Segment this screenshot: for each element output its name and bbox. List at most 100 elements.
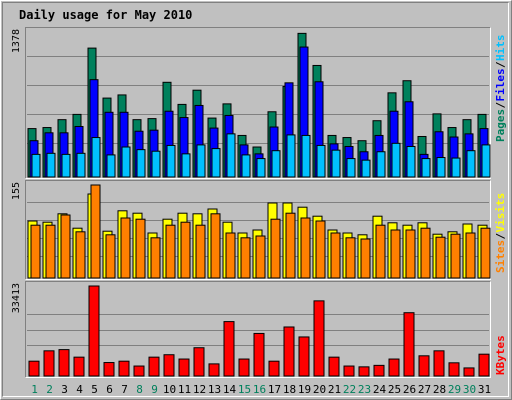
frame-inner-highlight (2, 2, 509, 397)
bar-kbytes-day-19 (298, 336, 310, 377)
bar-sites-day-2 (45, 224, 56, 279)
legend-item-sites: Sites (494, 240, 507, 273)
x-tick-label-day-3: 3 (61, 383, 68, 396)
bar-hits-day-7 (121, 146, 131, 178)
bar-sites-day-10 (165, 224, 176, 279)
x-tick-label-day-14: 14 (223, 383, 237, 396)
bar-kbytes-day-8 (133, 365, 145, 377)
chart-title: Daily usage for May 2010 (19, 8, 192, 22)
bar-sites-day-28 (435, 236, 446, 279)
legend-separator: / (494, 61, 507, 68)
bar-hits-day-16 (256, 158, 266, 178)
x-tick-label-day-6: 6 (106, 383, 113, 396)
bar-hits-day-28 (436, 157, 446, 178)
bar-sites-day-14 (225, 232, 236, 279)
bar-kbytes-day-15 (238, 358, 250, 377)
bar-kbytes-day-10 (163, 354, 175, 377)
bar-kbytes-day-2 (43, 350, 55, 377)
x-tick-label-day-25: 25 (388, 383, 401, 396)
x-tick-label-day-2: 2 (46, 383, 53, 396)
legend-separator: / (494, 233, 507, 240)
bar-hits-day-31 (481, 144, 491, 178)
bar-kbytes-day-17 (268, 360, 280, 377)
bar-hits-day-10 (166, 144, 176, 178)
x-tick-label-day-29: 29 (448, 383, 461, 396)
x-tick-label-day-31: 31 (478, 383, 491, 396)
bar-kbytes-day-6 (103, 362, 115, 377)
bar-sites-day-26 (405, 229, 416, 279)
bar-kbytes-day-7 (118, 360, 130, 377)
bar-sites-day-12 (195, 224, 206, 279)
bar-sites-day-30 (465, 232, 476, 279)
panel-border-shadow (25, 180, 491, 280)
bar-kbytes-day-27 (418, 355, 430, 377)
bar-kbytes-day-26 (403, 312, 415, 377)
x-tick-label-day-8: 8 (136, 383, 143, 396)
bar-kbytes-day-30 (463, 367, 475, 377)
bar-kbytes-day-31 (478, 353, 490, 377)
bar-sites-day-17 (270, 218, 281, 279)
bar-hits-day-24 (376, 151, 386, 178)
legend-item-visits: Visits (494, 193, 507, 233)
x-tick-label-day-13: 13 (208, 383, 221, 396)
bar-sites-day-22 (345, 237, 356, 279)
bar-sites-day-29 (450, 233, 461, 279)
bar-sites-day-16 (255, 235, 266, 279)
bar-hits-day-26 (406, 145, 416, 178)
legend-top: Pages/Files/Hits (494, 35, 507, 143)
bar-sites-day-4 (75, 231, 86, 279)
bar-hits-day-5 (91, 137, 101, 178)
panel-border-shadow (25, 27, 491, 179)
x-tick-label-day-21: 21 (328, 383, 341, 396)
bar-hits-day-22 (346, 158, 356, 178)
legend-item-files: Files (494, 68, 507, 101)
x-tick-label-day-23: 23 (358, 383, 371, 396)
bar-hits-day-13 (211, 148, 221, 178)
bar-sites-day-15 (240, 237, 251, 279)
x-tick-label-day-10: 10 (163, 383, 176, 396)
bar-kbytes-day-16 (253, 332, 265, 377)
bar-sites-day-5 (90, 184, 101, 279)
bar-sites-day-21 (330, 232, 341, 279)
x-tick-label-day-11: 11 (178, 383, 191, 396)
x-tick-label-day-18: 18 (283, 383, 296, 396)
x-tick-label-day-20: 20 (313, 383, 326, 396)
x-tick-label-day-15: 15 (238, 383, 251, 396)
bar-sites-day-27 (420, 227, 431, 279)
x-tick-label-day-27: 27 (418, 383, 431, 396)
bar-kbytes-day-11 (178, 358, 190, 377)
bar-hits-day-1 (31, 153, 41, 178)
bar-sites-day-6 (105, 234, 116, 279)
bar-hits-day-6 (106, 154, 116, 178)
bar-sites-day-31 (480, 227, 491, 279)
bar-sites-day-23 (360, 238, 371, 279)
legend-middle: Sites/Visits (494, 193, 507, 273)
bar-kbytes-day-9 (148, 356, 160, 377)
bar-hits-day-8 (136, 149, 146, 178)
bar-sites-day-8 (135, 218, 146, 279)
bar-kbytes-day-4 (73, 356, 85, 377)
bar-kbytes-day-21 (328, 356, 340, 377)
bar-kbytes-day-29 (448, 362, 460, 377)
legend-item-pages: Pages (494, 109, 507, 142)
bar-sites-day-7 (120, 217, 131, 279)
bar-kbytes-day-24 (373, 364, 385, 377)
bar-sites-day-24 (375, 224, 386, 279)
frame-inner-shadow (2, 2, 509, 397)
x-tick-label-day-4: 4 (76, 383, 83, 396)
bar-hits-day-23 (361, 159, 371, 178)
x-tick-label-day-30: 30 (463, 383, 476, 396)
x-tick-label-day-17: 17 (268, 383, 281, 396)
x-tick-label-day-7: 7 (121, 383, 128, 396)
legend-bottom: KBytes (494, 335, 507, 375)
bar-hits-day-29 (451, 157, 461, 178)
bar-sites-day-11 (180, 221, 191, 279)
bar-hits-day-21 (331, 149, 341, 178)
bar-kbytes-day-25 (388, 358, 400, 377)
bar-hits-day-3 (61, 153, 71, 178)
bar-hits-day-4 (76, 152, 86, 178)
bar-kbytes-day-28 (433, 350, 445, 377)
bar-hits-day-25 (391, 142, 401, 178)
bar-sites-day-3 (60, 214, 71, 279)
